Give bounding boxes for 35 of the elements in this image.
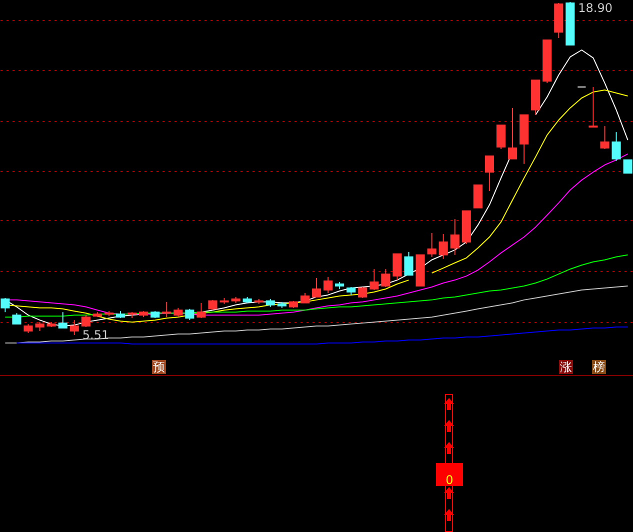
candlestick <box>12 312 22 325</box>
candlestick <box>174 307 183 318</box>
text: 0 <box>444 473 454 487</box>
candlestick <box>473 184 482 208</box>
text: 涨 <box>559 360 573 374</box>
candlestick <box>370 268 379 290</box>
candlestick <box>450 218 460 256</box>
candlestick <box>612 132 621 162</box>
candlestick <box>588 86 598 128</box>
candlestick <box>381 268 390 288</box>
candlestick <box>484 155 494 192</box>
candlestick <box>358 286 368 298</box>
candlestick <box>162 301 172 318</box>
candlestick <box>81 314 90 328</box>
candlestick <box>404 251 414 276</box>
candlestick <box>496 124 506 150</box>
candlestick <box>300 292 310 304</box>
candlestick <box>438 234 448 260</box>
candlestick <box>185 308 194 321</box>
text: 榜 <box>592 360 606 374</box>
candlestick <box>392 253 402 281</box>
candlestick <box>312 278 322 298</box>
candlestick <box>0 297 10 313</box>
candlestick <box>58 312 68 329</box>
candlestick <box>208 299 218 311</box>
candlestick <box>600 126 610 150</box>
candlestick <box>427 232 436 258</box>
candlestick <box>70 320 79 336</box>
candlestick <box>323 276 333 294</box>
candlestick <box>196 302 206 319</box>
annotation: 18.90 <box>578 1 613 15</box>
text: 预 <box>152 360 166 374</box>
annotation: 5.51 <box>82 328 110 342</box>
candlestick <box>623 159 632 174</box>
candlestick <box>508 107 518 160</box>
